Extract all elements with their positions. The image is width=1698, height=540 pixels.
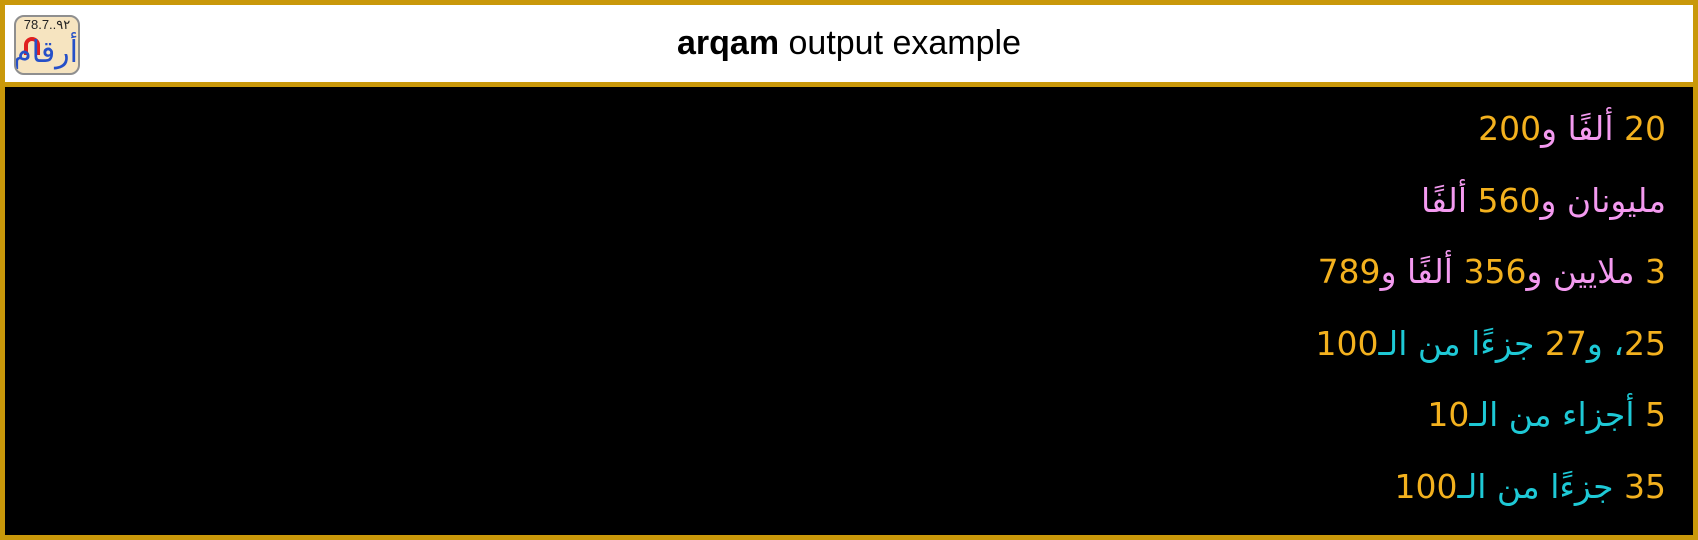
output-number: 200 xyxy=(1478,109,1542,148)
output-words: مليونان و xyxy=(1540,180,1666,220)
output-number: 3 xyxy=(1645,252,1666,291)
output-number: 20 xyxy=(1624,109,1666,148)
output-number: 789 xyxy=(1317,252,1381,291)
output-console: 20 ألفًا و200 مليونان و560 ألفًا 3 ملايين … xyxy=(5,87,1693,535)
output-number: 25 xyxy=(1624,323,1666,363)
logo-digits: 78.7..٩٢ xyxy=(23,17,71,32)
output-number: 35 xyxy=(1624,466,1666,506)
output-words: أجزاء من الـ xyxy=(1469,395,1645,434)
output-number: 100 xyxy=(1315,323,1379,363)
output-words: جزءًا من الـ xyxy=(1378,323,1545,363)
output-number: 10 xyxy=(1427,395,1470,434)
output-words: ملايين و xyxy=(1526,252,1645,291)
output-number: 560 xyxy=(1477,180,1541,220)
output-number: 356 xyxy=(1463,252,1527,291)
output-words: ألفًا و xyxy=(1380,252,1464,291)
logo-accent xyxy=(24,37,40,55)
logo-word: أرقام xyxy=(14,35,78,70)
output-words: ألفًا xyxy=(1421,180,1478,220)
output-number: 27 xyxy=(1544,323,1587,363)
page-title: arqam output example xyxy=(677,24,1021,63)
output-words: جزءًا من الـ xyxy=(1457,466,1624,506)
page-title-bold: arqam xyxy=(677,24,780,62)
output-line: 3 ملايين و356 ألفًا و789 xyxy=(5,246,1666,318)
output-line: مليونان و560 ألفًا xyxy=(5,175,1666,247)
page-title-rest: output example xyxy=(779,24,1022,62)
output-words: ، و xyxy=(1586,323,1624,363)
output-line: 5 أجزاء من الـ10 xyxy=(5,389,1666,461)
header-bar: 78.7..٩٢ أرقام arqam output example xyxy=(5,5,1693,82)
output-line: 20 ألفًا و200 xyxy=(5,103,1666,175)
output-number: 5 xyxy=(1645,395,1666,434)
output-number: 100 xyxy=(1394,466,1458,506)
arqam-logo-icon: 78.7..٩٢ أرقام xyxy=(14,15,80,75)
output-line: 35 جزءًا من الـ100 xyxy=(5,461,1666,533)
output-words: ألفًا و xyxy=(1541,109,1624,148)
output-line: 25، و27 جزءًا من الـ100 xyxy=(5,318,1666,390)
